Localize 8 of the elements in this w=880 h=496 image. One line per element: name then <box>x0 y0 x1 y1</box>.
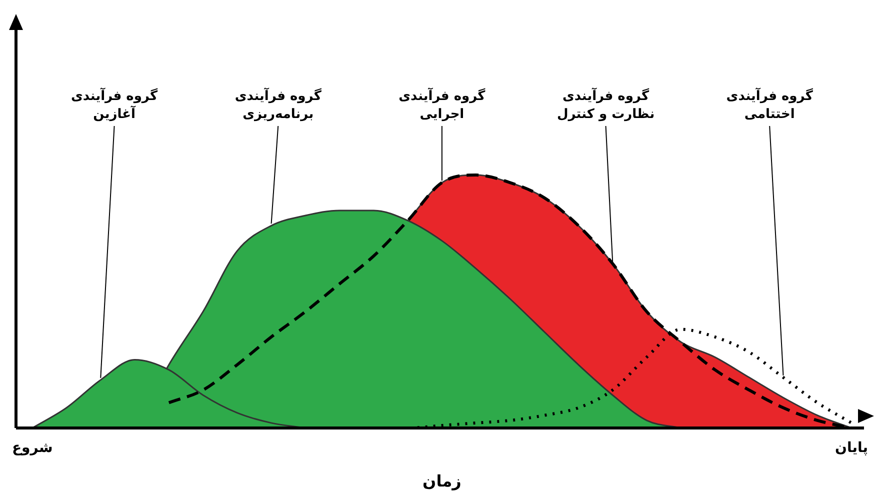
text: گروه فرآیندی نظارت و کنترل <box>556 87 655 122</box>
text: گروه فرآیندی اختتامی <box>726 87 814 122</box>
text: گروه فرآیندی اجرایی <box>398 87 486 122</box>
x-axis-title: زمان <box>422 472 462 491</box>
x-tick-label: پایان <box>835 440 868 456</box>
x-tick-label: شروع <box>12 440 53 456</box>
text: گروه فرآیندی آغازین <box>70 87 158 122</box>
text: گروه فرآیندی برنامه‌ریزی <box>234 87 322 122</box>
